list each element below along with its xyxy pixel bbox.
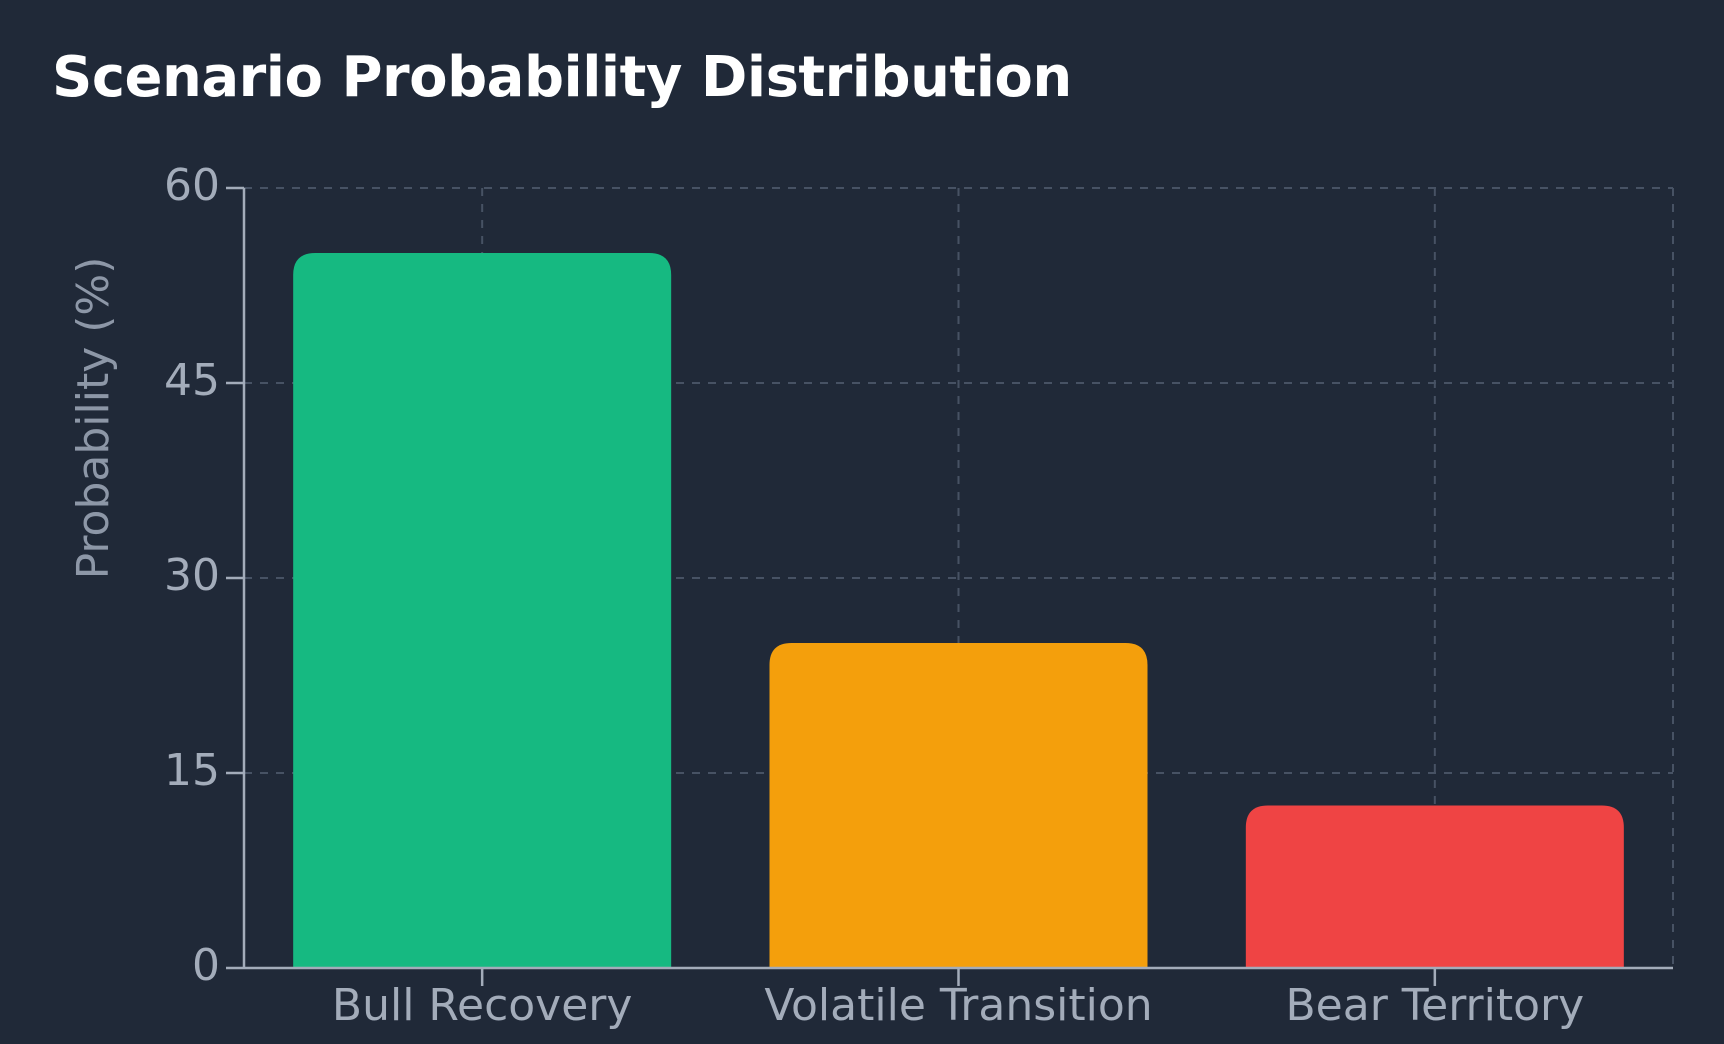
x-tick-label: Bull Recovery	[332, 980, 633, 1031]
x-tick-label: Volatile Transition	[764, 980, 1152, 1031]
y-tick-label: 0	[192, 940, 220, 991]
x-tick-label: Bear Territory	[1285, 980, 1584, 1031]
y-tick-label: 30	[164, 550, 220, 601]
bars	[293, 253, 1624, 968]
y-ticks: 0 15 30 45 60	[164, 160, 244, 991]
bar-bull-recovery	[293, 253, 672, 968]
y-tick-label: 15	[164, 745, 220, 796]
bar-volatile-transition	[769, 643, 1148, 968]
chart-title: Scenario Probability Distribution	[52, 45, 1072, 110]
x-ticks: Bull Recovery Volatile Transition Bear Ter…	[332, 968, 1584, 1031]
y-tick-label: 60	[164, 160, 220, 211]
bar-bear-territory	[1245, 805, 1624, 968]
y-axis-title: Probability (%)	[68, 257, 119, 580]
y-tick-label: 45	[164, 355, 220, 406]
